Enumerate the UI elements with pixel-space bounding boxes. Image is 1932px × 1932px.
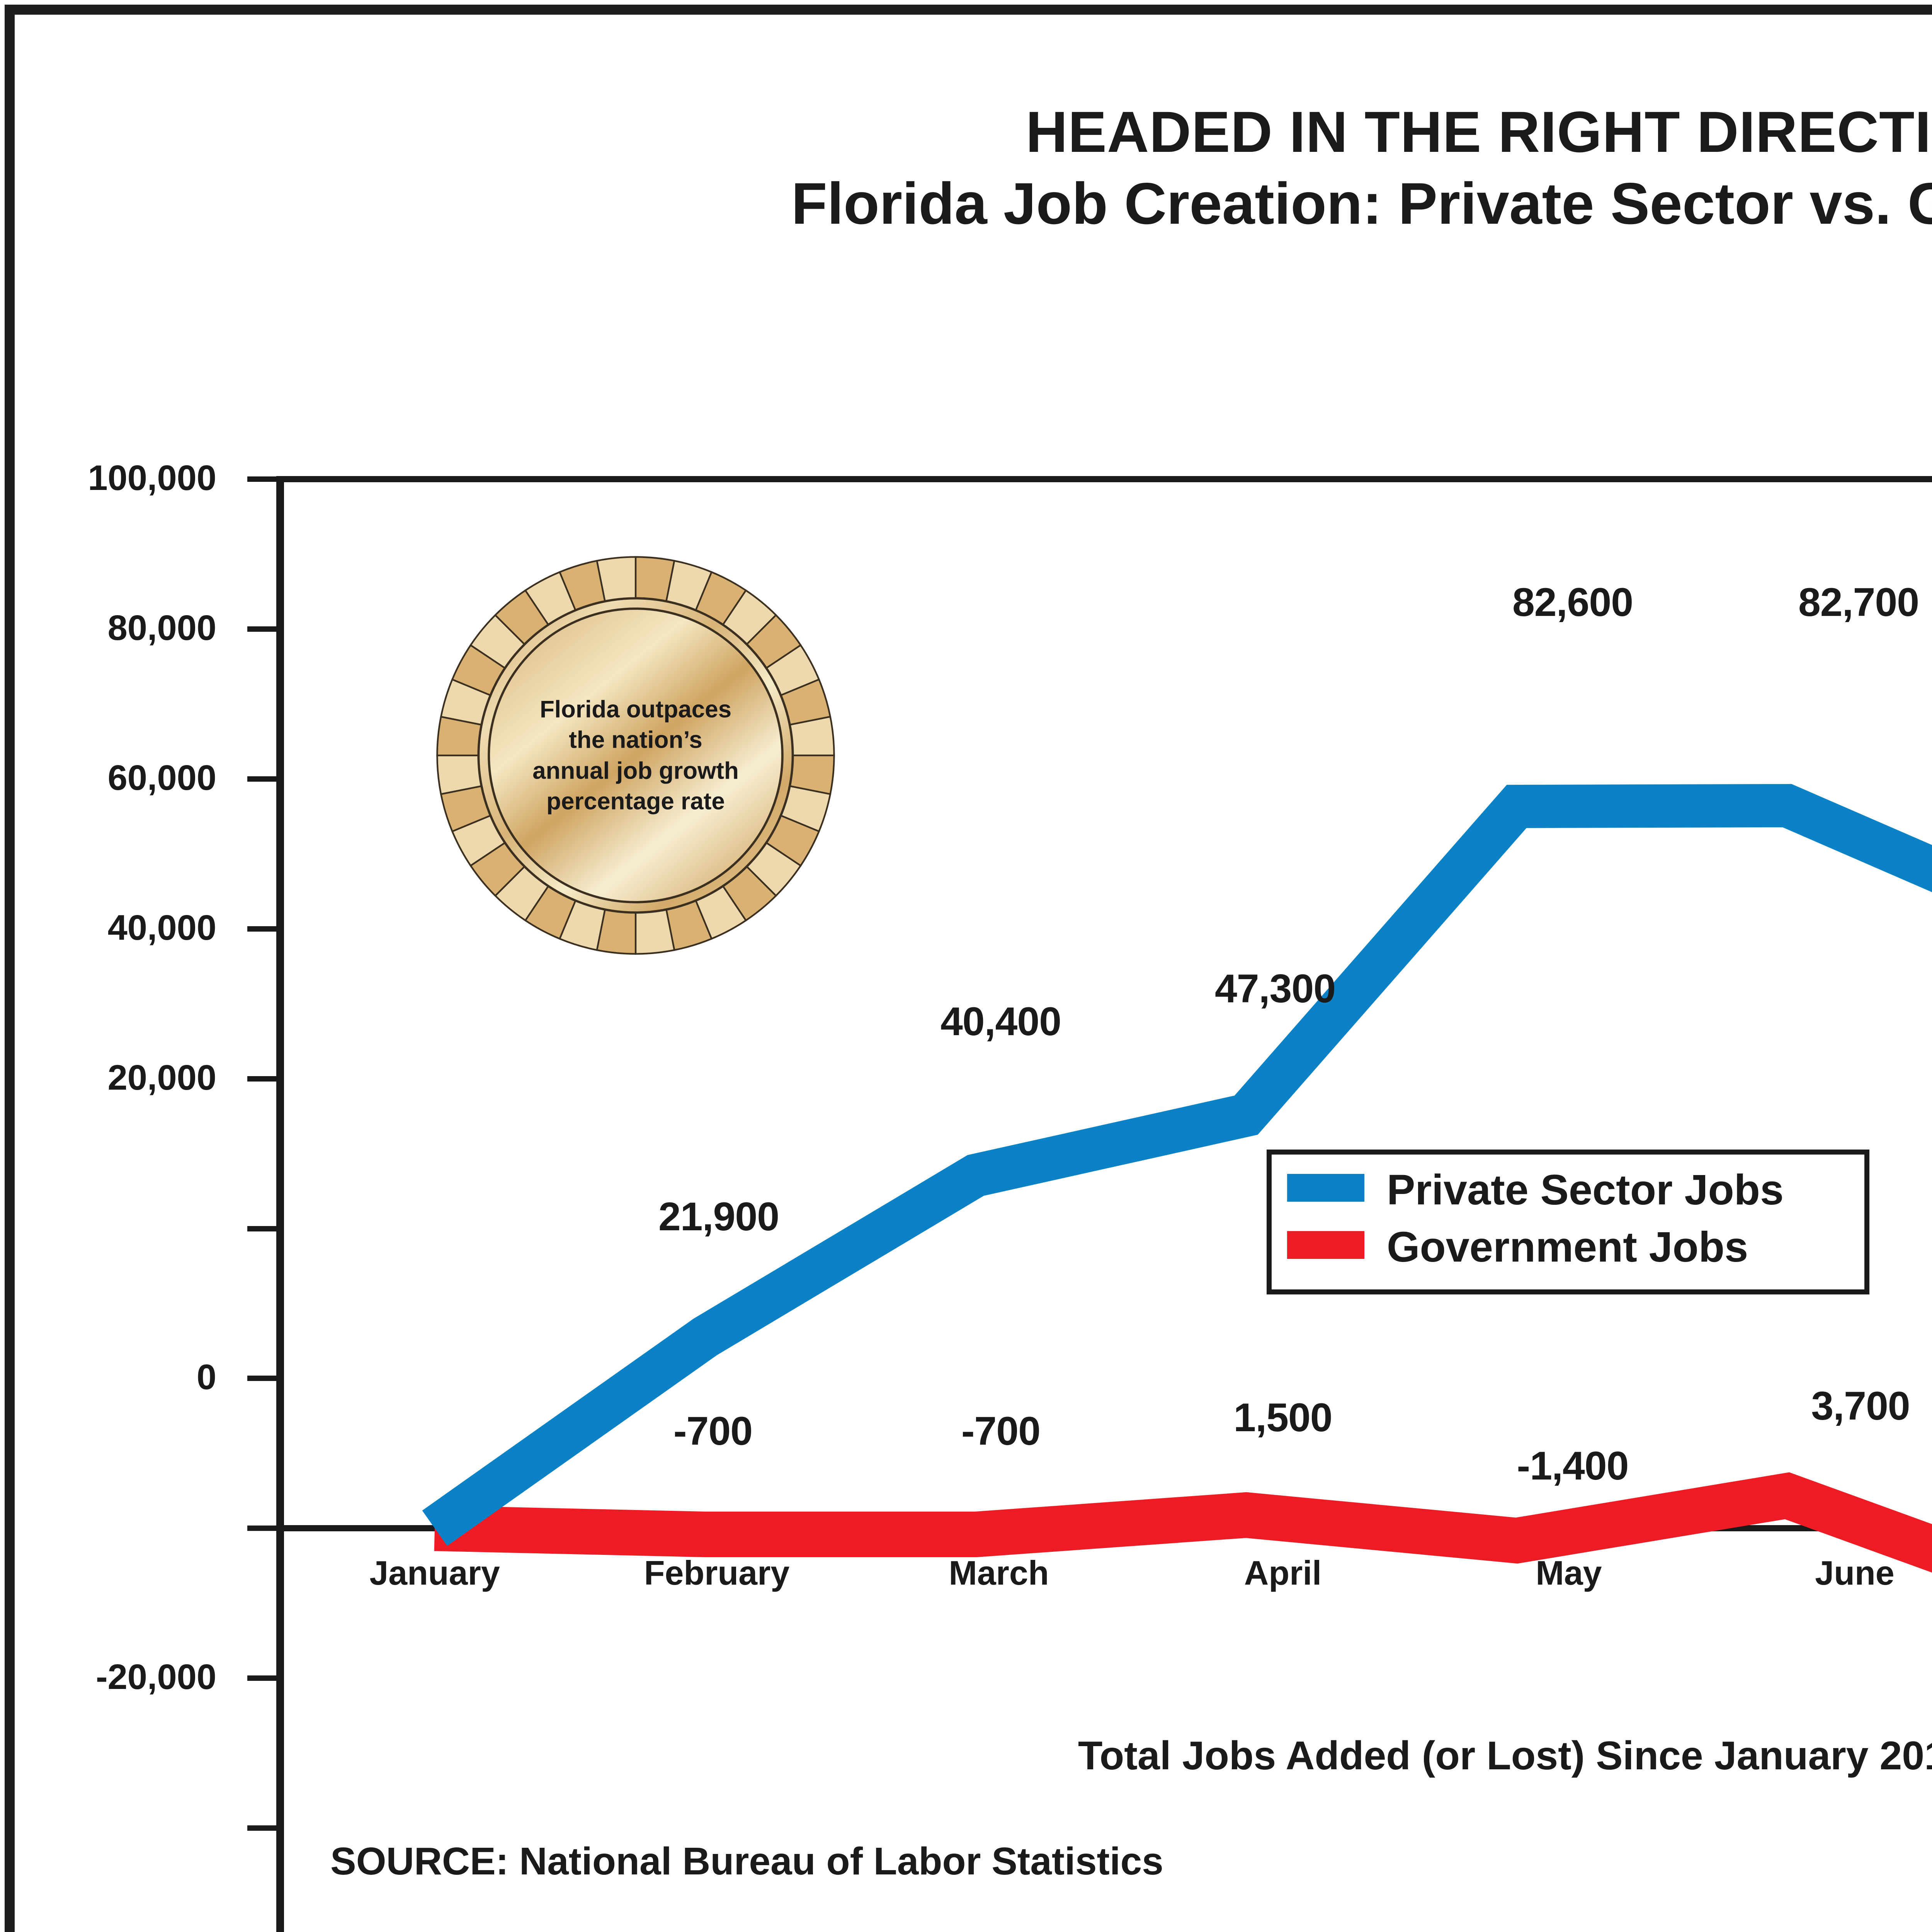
data-label-government-february: -700: [673, 1409, 753, 1454]
legend-swatch-government: [1287, 1231, 1364, 1259]
x-tick-label-january: January: [369, 1554, 500, 1592]
y-axis-ticks: [247, 476, 280, 1831]
x-tick-label-june: June: [1815, 1554, 1895, 1592]
data-label-government-june: 3,700: [1811, 1384, 1910, 1429]
x-tick-label-may: May: [1536, 1554, 1602, 1592]
series-line-private-sector: [422, 784, 1932, 1546]
data-label-government-april: 1,500: [1233, 1395, 1332, 1440]
x-tick-label-april: April: [1244, 1554, 1322, 1592]
page-subtitle: Florida Job Creation: Private Sector vs.…: [791, 171, 1932, 236]
page-title: HEADED IN THE RIGHT DIRECTION: [1026, 99, 1932, 164]
y-tick-label: 100,000: [88, 458, 216, 498]
data-label-private-may: 82,600: [1512, 580, 1633, 625]
y-tick-label: 0: [196, 1357, 216, 1397]
gold-seal-text: Florida outpaces the nation’s annual job…: [532, 696, 739, 815]
data-label-private-june: 82,700: [1798, 580, 1919, 625]
poster-frame: [5, 5, 1932, 1932]
legend-label-private-sector: Private Sector Jobs: [1387, 1166, 1784, 1214]
gold-seal-badge: Florida outpaces the nation’s annual job…: [423, 549, 848, 962]
gold-seal-icon: [436, 556, 835, 955]
y-tick-label: 80,000: [107, 608, 216, 648]
data-label-government-may: -1,400: [1517, 1444, 1629, 1488]
data-label-private-march: 40,400: [940, 999, 1061, 1044]
legend-swatch-private-sector: [1287, 1174, 1364, 1202]
y-tick-label: 60,000: [107, 758, 216, 798]
chart-legend[interactable]: Private Sector Jobs Government Jobs: [1267, 1150, 1869, 1294]
data-label-private-april: 47,300: [1214, 966, 1336, 1011]
y-tick-label: 40,000: [107, 908, 216, 947]
data-label-government-march: -700: [961, 1409, 1041, 1454]
y-tick-label: 20,000: [107, 1058, 216, 1097]
y-tick-label: -20,000: [95, 1657, 216, 1697]
total-jobs-caption: Total Jobs Added (or Lost) Since January…: [1078, 1733, 1932, 1778]
data-label-private-february: 21,900: [658, 1194, 779, 1239]
source-note: SOURCE: National Bureau of Labor Statist…: [330, 1840, 1163, 1883]
y-axis-labels: 100,000 80,000 60,000 40,000 20,000 0 -2…: [0, 0, 255, 1932]
legend-label-government: Government Jobs: [1387, 1223, 1748, 1271]
x-tick-label-march: March: [949, 1554, 1049, 1592]
series-line-government: [434, 1472, 1932, 1573]
x-tick-label-february: February: [644, 1554, 790, 1592]
